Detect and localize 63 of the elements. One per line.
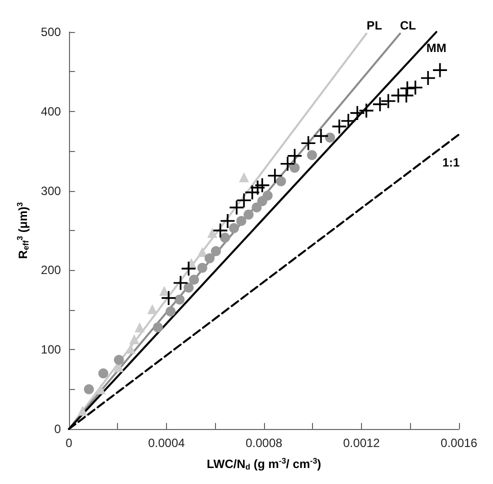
- point: [341, 114, 356, 128]
- point: [268, 168, 282, 183]
- point: [373, 97, 388, 112]
- x-tick-label: 0.0012: [343, 436, 380, 450]
- point: [230, 200, 244, 214]
- point: [332, 119, 346, 134]
- y-tick-label: 0: [54, 422, 62, 436]
- series-label: 1:1: [442, 155, 460, 170]
- series-label: CL: [400, 18, 416, 33]
- point: [220, 214, 235, 228]
- y-tick-label: 400: [40, 104, 62, 118]
- x-tick-label: 0.0008: [246, 436, 283, 450]
- point: [84, 384, 94, 394]
- point: [197, 262, 208, 273]
- point: [314, 129, 328, 144]
- point: [166, 306, 176, 316]
- y-tick-label: 100: [40, 342, 62, 357]
- point: [78, 406, 88, 416]
- point: [162, 290, 176, 305]
- point: [252, 202, 262, 212]
- series-label: PL: [366, 18, 382, 33]
- point: [236, 216, 246, 226]
- x-tick-label: 0.0016: [440, 436, 478, 450]
- point: [307, 150, 317, 160]
- point: [147, 304, 158, 314]
- point: [197, 246, 208, 257]
- y-tick-label: 500: [40, 25, 62, 39]
- point: [204, 253, 215, 264]
- point: [290, 162, 300, 173]
- point: [210, 246, 221, 256]
- point: [350, 106, 364, 120]
- point: [129, 334, 140, 344]
- y-tick-label: 200: [40, 263, 62, 278]
- point: [126, 344, 136, 354]
- point: [236, 193, 251, 208]
- point: [276, 176, 286, 186]
- y-tick-label: 300: [40, 184, 62, 198]
- point: [421, 71, 436, 86]
- point: [159, 286, 170, 296]
- point: [244, 210, 254, 220]
- point: [114, 354, 124, 365]
- point: [152, 322, 163, 332]
- point: [391, 88, 406, 103]
- point: [257, 196, 268, 206]
- series-label: MM: [426, 41, 446, 55]
- point: [174, 294, 185, 305]
- point: [174, 276, 188, 290]
- point: [96, 384, 106, 394]
- point: [432, 63, 447, 78]
- point: [213, 224, 228, 238]
- point: [134, 322, 145, 332]
- x-tick-label: 0: [66, 436, 73, 450]
- y-axis-title: Reff3 (μm)3: [16, 202, 30, 259]
- point: [220, 232, 230, 243]
- point: [381, 94, 396, 108]
- point: [207, 228, 218, 238]
- point: [325, 132, 336, 143]
- point: [228, 223, 239, 234]
- point: [238, 172, 249, 182]
- point: [189, 274, 199, 285]
- x-tick-label: 0.0004: [148, 436, 186, 450]
- point: [184, 282, 194, 293]
- point: [98, 368, 108, 378]
